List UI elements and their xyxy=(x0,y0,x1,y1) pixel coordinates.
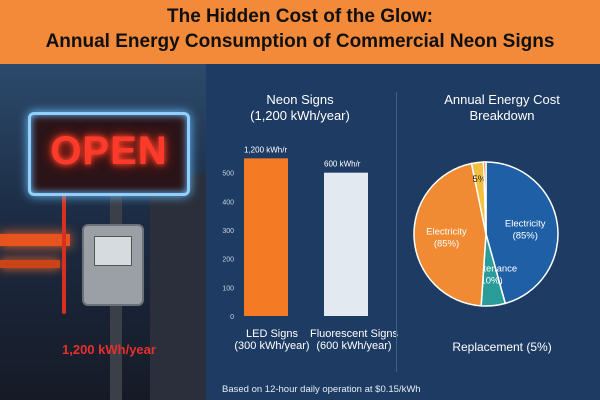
footnote: Based on 12-hour daily operation at $0.1… xyxy=(222,384,421,395)
pie-chart-subtitle: Breakdown xyxy=(469,108,535,123)
bar-category-sublabel: (300 kWh/year) xyxy=(234,340,310,352)
bar-chart-title: Neon Signs xyxy=(266,92,334,107)
electric-meter xyxy=(82,224,144,306)
bar-chart-subtitle: (1,200 kWh/year) xyxy=(250,108,350,123)
pie-slice-2 xyxy=(413,162,487,307)
building xyxy=(150,174,206,400)
section-divider xyxy=(396,92,397,372)
title-line-1: The Hidden Cost of the Glow: xyxy=(167,6,433,27)
bar-category-sublabel: (600 kWh/year) xyxy=(316,340,392,352)
meter-face xyxy=(94,236,132,266)
y-tick-label: 500 xyxy=(222,171,234,178)
pie-slice-label: (10%) xyxy=(477,275,502,286)
pie-replacement-note: Replacement (5%) xyxy=(452,340,552,354)
pie-slice-0 xyxy=(485,161,559,305)
open-sign: OPEN xyxy=(28,112,190,196)
bar-category-fluorescent: Fluorescent Signs (600 kWh/year) xyxy=(304,328,404,352)
bar-data-label: 1,200 kWh/r xyxy=(244,145,287,154)
pie-slice-label: Electricity xyxy=(426,227,467,238)
bar-category-led: LED Signs (300 kWh/year) xyxy=(222,328,322,352)
neon-sign-photo: OPEN 1,200 kWh/year xyxy=(0,64,206,400)
pie-slice-label: 5% xyxy=(473,174,487,185)
y-tick-label: 200 xyxy=(222,257,234,264)
pie-chart: Electricity(85%)Maintenance(10%)Electric… xyxy=(413,161,559,307)
bar-1 xyxy=(324,172,368,316)
pie-slice-label: Electricity xyxy=(505,219,546,230)
bar-0 xyxy=(244,158,288,316)
pie-slice-label: (85%) xyxy=(434,239,459,250)
y-tick-label: 0 xyxy=(230,314,234,321)
title-line-2: Annual Energy Consumption of Commercial … xyxy=(45,31,555,52)
neon-awning xyxy=(0,234,70,246)
y-tick-label: 300 xyxy=(222,228,234,235)
red-wire xyxy=(62,194,66,314)
bar-chart: 0 100 200 300 400 500 1,200 kWh/r 600 kWh/r xyxy=(222,145,368,321)
bar-category-label: Fluorescent Signs xyxy=(309,328,399,340)
pie-slice-label: (85%) xyxy=(513,231,538,242)
pie-chart-title: Annual Energy Cost xyxy=(444,92,560,107)
y-tick-label: 100 xyxy=(222,285,234,292)
bar-data-label: 600 kWh/r xyxy=(324,160,361,169)
pie-slice-label: Maintenance xyxy=(463,263,517,274)
bar-category-label: LED Signs xyxy=(246,328,298,340)
y-tick-label: 400 xyxy=(222,199,234,206)
consumption-label: 1,200 kWh/year xyxy=(62,342,156,357)
open-sign-text: OPEN xyxy=(50,129,168,173)
header-banner: The Hidden Cost of the Glow: Annual Ener… xyxy=(0,0,600,64)
neon-awning-lower xyxy=(0,260,60,268)
pie-slice-4 xyxy=(482,161,487,235)
